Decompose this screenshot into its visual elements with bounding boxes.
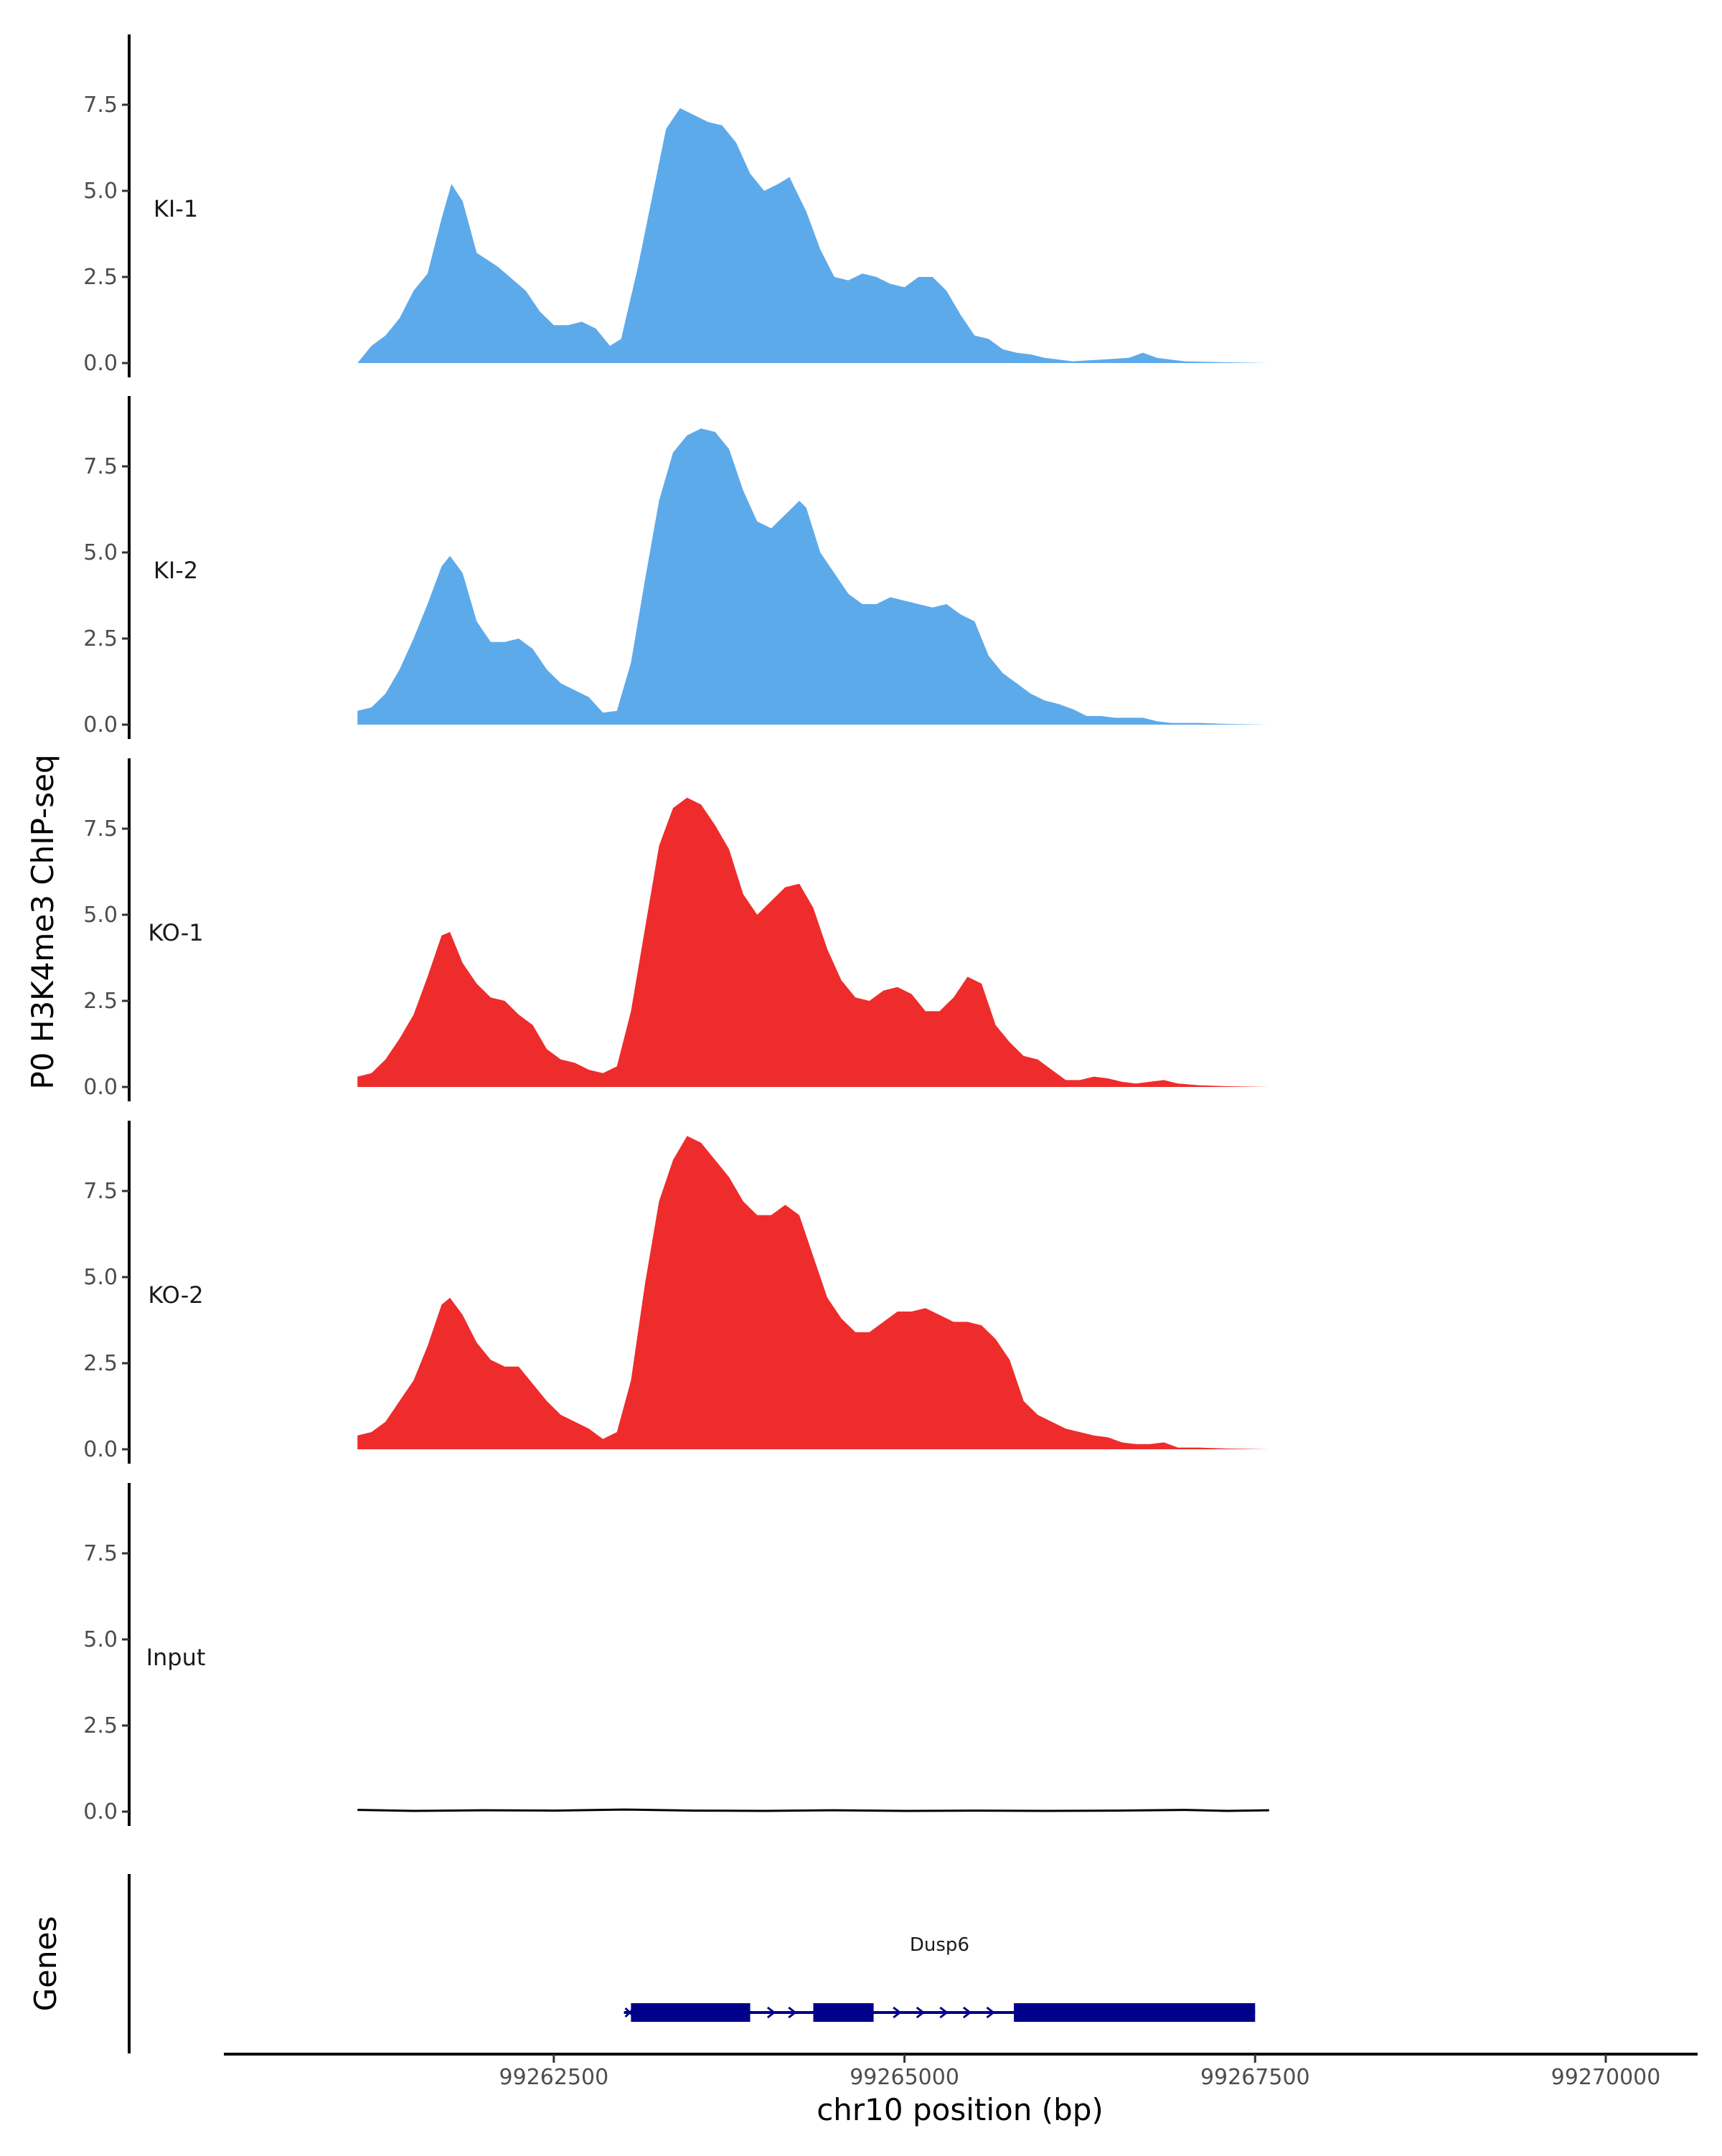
- gene-dusp6: Dusp6: [624, 1934, 1256, 2022]
- signal-area: [357, 108, 1269, 364]
- x-axis: 99262500 99265000 99267500 99270000: [224, 2053, 1698, 2090]
- y-tick-label: 5.0: [83, 903, 118, 928]
- signal-area: [357, 428, 1269, 725]
- y-tick-label: 5.0: [83, 179, 118, 204]
- strand-arrow: [986, 2006, 995, 2019]
- track-ko-2: 0.0 2.5 5.0 7.5 KO-2: [83, 1121, 1269, 1464]
- x-tick-label: 99265000: [850, 2065, 959, 2090]
- tracks-layer: 0.0 2.5 5.0 7.5 KI-1 0.0 2.5 5.0 7.5 KI-2 0.0 2.5 5.…: [83, 34, 1269, 1826]
- y-tick-label: 7.5: [83, 454, 118, 479]
- track-ki-2: 0.0 2.5 5.0 7.5 KI-2: [83, 396, 1269, 739]
- track-label: Input: [146, 1644, 206, 1671]
- x-tick-label: 99267500: [1200, 2065, 1310, 2090]
- genes-track-title: Genes: [28, 1916, 63, 2012]
- track-label: KI-1: [154, 195, 198, 222]
- gene-start-marker: [624, 2007, 635, 2018]
- gene-exon: [813, 2003, 874, 2022]
- signal-area: [357, 1136, 1269, 1449]
- signal-area: [357, 797, 1269, 1087]
- gene-exon: [631, 2003, 751, 2022]
- y-tick-label: 7.5: [83, 816, 118, 842]
- gene-name-label: Dusp6: [910, 1934, 969, 1956]
- y-axis-title: P0 H3K4me3 ChIP-seq: [25, 754, 60, 1089]
- y-tick-label: 2.5: [83, 1713, 118, 1738]
- y-tick-label: 2.5: [83, 265, 118, 290]
- strand-arrow: [916, 2006, 926, 2019]
- y-tick-label: 2.5: [83, 989, 118, 1014]
- track-label: KO-1: [148, 919, 203, 946]
- y-tick-label: 0.0: [83, 712, 118, 738]
- y-tick-label: 2.5: [83, 1351, 118, 1376]
- strand-arrow: [962, 2006, 972, 2019]
- y-tick-label: 0.0: [83, 1437, 118, 1462]
- y-tick-label: 7.5: [83, 1541, 118, 1566]
- x-tick-label: 99270000: [1551, 2065, 1661, 2090]
- track-ko-1: 0.0 2.5 5.0 7.5 KO-1: [83, 758, 1269, 1101]
- track-ki-1: 0.0 2.5 5.0 7.5 KI-1: [83, 34, 1269, 377]
- x-axis-title: chr10 position (bp): [817, 2092, 1104, 2127]
- y-tick-label: 0.0: [83, 1799, 118, 1825]
- y-tick-label: 7.5: [83, 1179, 118, 1204]
- y-tick-label: 2.5: [83, 626, 118, 651]
- strand-arrow: [788, 2006, 797, 2019]
- y-tick-label: 5.0: [83, 1265, 118, 1290]
- x-tick-label: 99262500: [499, 2065, 609, 2090]
- track-input: 0.0 2.5 5.0 7.5 Input: [83, 1483, 1269, 1826]
- y-tick-label: 0.0: [83, 351, 118, 376]
- strand-arrow: [766, 2006, 776, 2019]
- signal-area: [357, 1808, 1269, 1812]
- y-tick-label: 5.0: [83, 1627, 118, 1652]
- track-label: KO-2: [148, 1281, 203, 1309]
- y-tick-label: 7.5: [83, 93, 118, 118]
- genes-layer: Genes Dusp6: [28, 1874, 1256, 2053]
- gene-exon: [1014, 2003, 1256, 2022]
- y-tick-label: 0.0: [83, 1075, 118, 1100]
- strand-arrow: [893, 2006, 902, 2019]
- y-tick-label: 5.0: [83, 540, 118, 565]
- strand-arrow: [939, 2006, 949, 2019]
- track-label: KI-2: [154, 557, 198, 584]
